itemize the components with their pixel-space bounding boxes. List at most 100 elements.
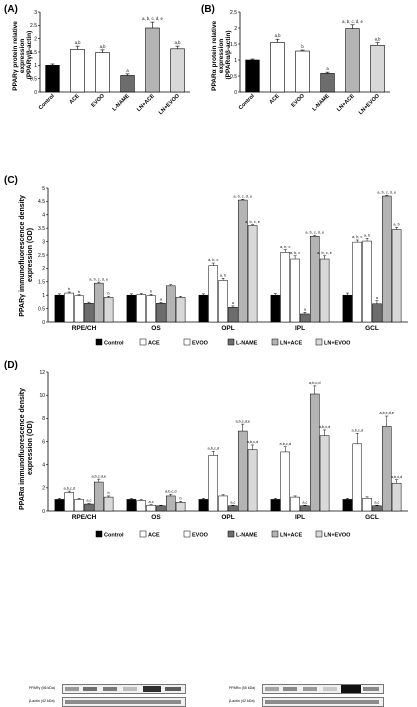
panel-b-ylabel-line: expression (218, 39, 225, 73)
blot-label-actin: β-actin (42 kDa) (229, 699, 255, 703)
x-tick-label: ACE (68, 93, 81, 106)
legend-label: L-NAME (236, 341, 258, 347)
x-tick-label: RPE/CH (72, 325, 97, 332)
y-tick-label: 0 (34, 90, 37, 96)
significance-label: a,b (275, 33, 281, 38)
y-tick-label: 0.5 (230, 74, 237, 80)
y-tick-label: 1 (34, 63, 37, 69)
bar (362, 498, 372, 512)
significance-label: a, b (364, 234, 370, 238)
blot-label-ppara: PPARα (55 kDa) (229, 686, 256, 690)
bar (198, 294, 209, 323)
bar (103, 496, 114, 512)
y-tick-label: 6 (42, 439, 45, 445)
panel-b-ylabel-line: (PPARα/β-actin) (225, 30, 232, 79)
y-tick-label: 1.5 (30, 50, 37, 56)
x-tick-label: LN+ACE (336, 93, 356, 113)
chart-panel-a: 0 0.5 1 1.5 2 2.5 3 Control a,b ACE a,b EVOO a L-NAME… (30, 10, 190, 116)
panel-c-ylabel: PPARγ immunofluorescence density express… (19, 193, 34, 317)
y-tick-label: 2.5 (230, 10, 237, 16)
legend-label: LN+EVOO (324, 533, 351, 539)
blot-band (143, 686, 161, 692)
blot-band (165, 687, 181, 691)
significance-label: a,b,c,d (309, 381, 320, 385)
bar (362, 240, 372, 323)
y-tick-label: 4 (42, 213, 45, 219)
significance-label: a (304, 308, 307, 312)
blot-band (323, 687, 337, 691)
significance-label: a,b,c,d (247, 440, 258, 444)
y-tick-label: 2.5 (38, 253, 45, 259)
significance-label: a, b, c, e (317, 251, 332, 255)
y-tick-label: 2 (234, 26, 237, 32)
chart-panel-d: 0 2 4 6 8 10 12 a,b,c,d a,c a,b,c,d,e b RPE/CH a,c a,… (39, 370, 408, 539)
y-tick-label: 2 (34, 36, 37, 42)
panel-d-label: (D) (4, 360, 18, 371)
panel-b-ylabel: PPARα protein relative expression (PPARα… (211, 19, 232, 91)
blot-band-row (262, 697, 384, 707)
significance-label: a,b,c,d (280, 442, 291, 446)
significance-label: a,b (100, 44, 106, 49)
bar (103, 297, 114, 323)
x-tick-label: Control (238, 93, 256, 111)
x-tick-label: GCL (365, 514, 379, 521)
bar (208, 265, 219, 323)
chart-panel-b: 0 0.5 1 1.5 2 2.5 Control a,b ACE b EVOO a L-NAME a, … (230, 10, 390, 116)
legend-label: LN+ACE (280, 533, 302, 539)
panel-a-ylabel-line: expression (19, 39, 26, 73)
significance-label: a,b,c,d (208, 447, 219, 451)
legend-label: LN+EVOO (324, 341, 351, 347)
bar (270, 42, 285, 93)
blot-band (283, 687, 297, 691)
significance-label: a,b,c,d (391, 475, 402, 479)
y-tick-label: 3 (34, 10, 37, 16)
bar (319, 435, 330, 512)
bar (74, 499, 84, 512)
y-tick-label: 1.5 (230, 42, 237, 48)
bar (319, 258, 330, 323)
significance-label: a, b, c (352, 235, 362, 239)
blot-band-row (262, 684, 384, 694)
bar (70, 49, 85, 93)
significance-label: a, b, c, d, e (342, 19, 363, 24)
bar (54, 294, 65, 323)
bar (320, 73, 335, 93)
significance-label: a, b (393, 223, 399, 227)
significance-label: a,b,c,d,e (235, 419, 250, 423)
bar (126, 499, 137, 512)
legend-swatch (315, 530, 323, 538)
bar (290, 258, 300, 323)
significance-label: a (160, 298, 163, 302)
significance-label: a (376, 296, 379, 300)
bar (45, 65, 60, 93)
significance-label: a, b, c, d, e (233, 194, 252, 198)
panel-a-ylabel-line: (PPARγ/β-actin) (26, 31, 33, 80)
bar (372, 505, 382, 512)
bar (309, 393, 320, 512)
significance-label: a, b, c (290, 251, 300, 255)
legend-label: ACE (148, 533, 160, 539)
significance-label: a,b,c,d (165, 489, 176, 493)
blot-band (265, 687, 279, 691)
bar (165, 285, 176, 323)
blot-band (65, 687, 79, 691)
x-tick-label: OPL (221, 514, 234, 521)
panel-c-label: (C) (4, 175, 18, 186)
blot-band (65, 700, 181, 704)
significance-label: a,c (86, 499, 91, 503)
panel-b-ylabel-line: PPARα protein relative (211, 21, 218, 91)
bar (270, 499, 281, 512)
blot-band (83, 687, 97, 691)
blot-band (341, 685, 361, 693)
panel-d-ylabel-line: PPARα immunofluorescence density (19, 388, 26, 510)
significance-label: a,b,c,d (352, 429, 363, 433)
panel-d-ylabel-line: expression (OD) (27, 421, 34, 475)
legend-label: Control (104, 533, 124, 539)
bar (93, 282, 104, 323)
bar (175, 502, 186, 512)
bar (208, 455, 219, 512)
significance-label: a,b,c,d (64, 486, 75, 490)
bar (146, 504, 156, 512)
legend-swatch (95, 530, 103, 538)
bar (136, 294, 147, 323)
